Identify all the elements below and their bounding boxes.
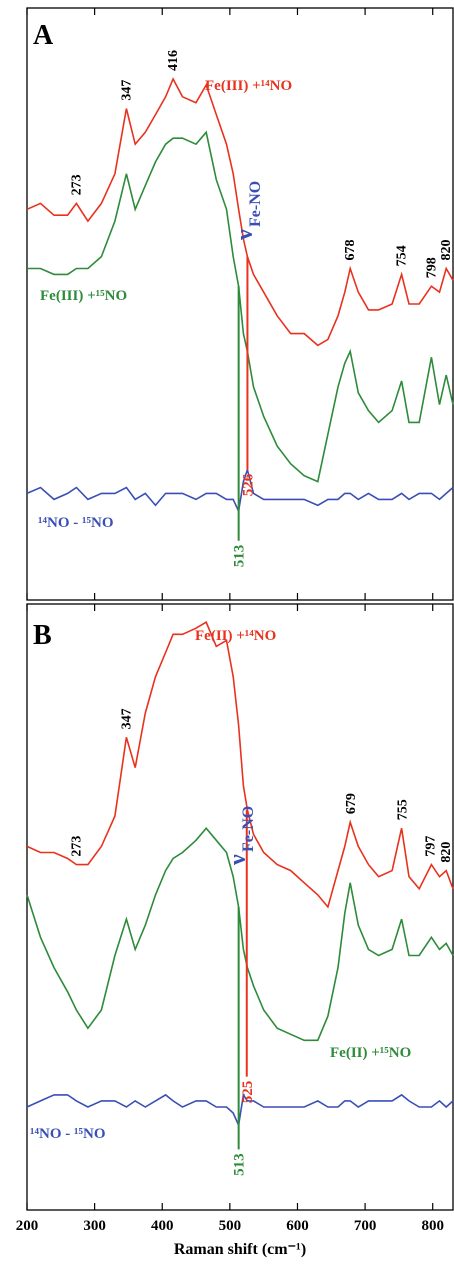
x-tick-label: 400 [151,1218,174,1234]
band-symbol: ν [232,229,258,241]
series-label: Fe(II) +¹⁵NO [330,1045,411,1061]
band-marker-label: 525 [240,1081,256,1104]
peak-label: 754 [395,245,410,266]
spectrum-line [27,130,454,483]
panel-label: B [33,620,52,651]
x-tick-label: 800 [421,1218,444,1234]
peak-label: 347 [119,708,134,729]
x-tick-label: 500 [219,1218,242,1234]
peak-label: 678 [343,239,358,260]
band-subscript: Fe-NO [247,181,264,227]
spectrum-line [26,467,454,514]
series-label: Fe(III) +¹⁴NO [205,78,292,94]
peak-label: 820 [439,842,454,863]
band-label: ν Fe-NO [232,181,264,241]
spectrum-line [26,826,454,1042]
series-label: Fe(II) +¹⁴NO [195,628,276,644]
x-axis-label: Raman shift (cm⁻¹) [174,1241,306,1258]
peak-label: 755 [395,799,410,820]
band-symbol: ν [225,854,251,866]
peak-label: 273 [69,836,84,857]
plot-frame [26,7,454,601]
peak-label: 820 [439,239,454,260]
x-tick-label: 200 [16,1218,39,1234]
panel-label: A [33,20,54,51]
x-tick-label: 600 [286,1218,309,1234]
series-label: ¹⁴NO - ¹⁵NO [38,515,113,531]
spectrum-line [26,621,454,909]
band-marker-label: 513 [232,545,248,568]
x-tick-label: 700 [354,1218,377,1234]
spectrum-line [26,77,454,347]
peak-label: 679 [344,793,359,814]
plot-frame [26,603,454,1211]
x-tick-label: 300 [83,1218,106,1234]
band-subscript: Fe-NO [240,806,257,852]
peak-label: 347 [119,80,134,101]
peak-label: 273 [69,174,84,195]
series-label: ¹⁴NO - ¹⁵NO [30,1126,105,1142]
band-label: ν Fe-NO [225,806,257,866]
series-label: Fe(III) +¹⁵NO [40,288,127,304]
band-marker-label: 526 [240,473,256,496]
peak-label: 798 [424,257,439,278]
peak-label: 797 [424,836,439,857]
spectrum-line [26,1092,454,1129]
peak-label: 416 [166,50,181,71]
band-marker-label: 513 [232,1153,248,1176]
